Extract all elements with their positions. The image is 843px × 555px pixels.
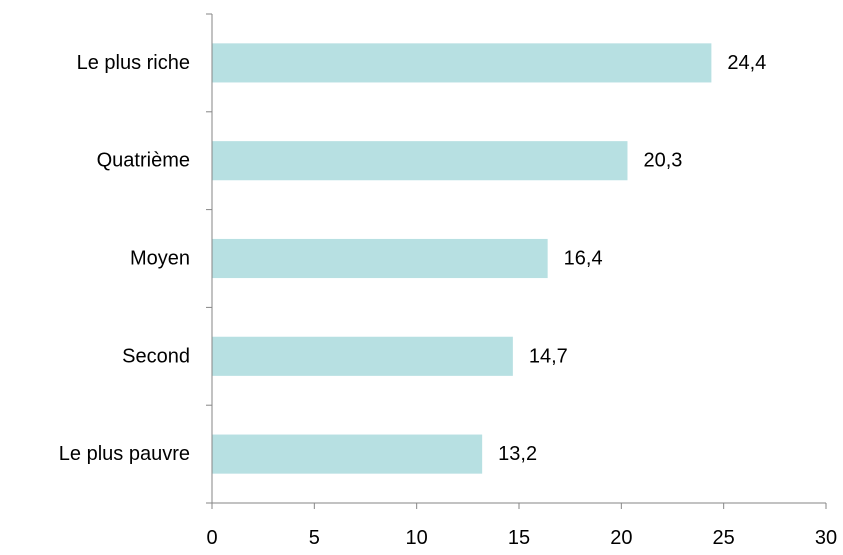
- x-tick-label: 5: [309, 527, 320, 549]
- x-tick-labels: 0 5 10 15 20 25 30: [206, 527, 837, 549]
- category-labels: Le plus pauvre Second Moyen Quatrième Le plu…: [59, 52, 190, 465]
- axis-ticks: [206, 13, 827, 509]
- bar: [212, 238, 548, 279]
- category-label: Le plus pauvre: [59, 443, 190, 465]
- data-label: 14,7: [529, 345, 568, 367]
- data-label: 16,4: [564, 248, 603, 270]
- bar: [212, 434, 483, 474]
- x-tick-label: 10: [406, 527, 428, 549]
- x-tick-label: 15: [508, 527, 530, 549]
- x-tick-label: 25: [713, 527, 735, 549]
- data-label: 20,3: [643, 150, 682, 172]
- bar: [212, 43, 712, 83]
- category-label: Le plus riche: [77, 52, 190, 74]
- category-label: Second: [122, 345, 190, 367]
- x-tick-label: 0: [206, 527, 217, 549]
- bar: [212, 336, 513, 376]
- x-tick-label: 20: [610, 527, 632, 549]
- value-labels: 13,2 14,7 16,4 20,3 24,4: [498, 52, 766, 465]
- x-tick-label: 30: [815, 527, 837, 549]
- data-label: 13,2: [498, 443, 537, 465]
- bars: [212, 43, 712, 474]
- bar: [212, 141, 628, 181]
- data-label: 24,4: [727, 52, 766, 74]
- category-label: Moyen: [130, 248, 190, 270]
- category-label: Quatrième: [97, 150, 190, 172]
